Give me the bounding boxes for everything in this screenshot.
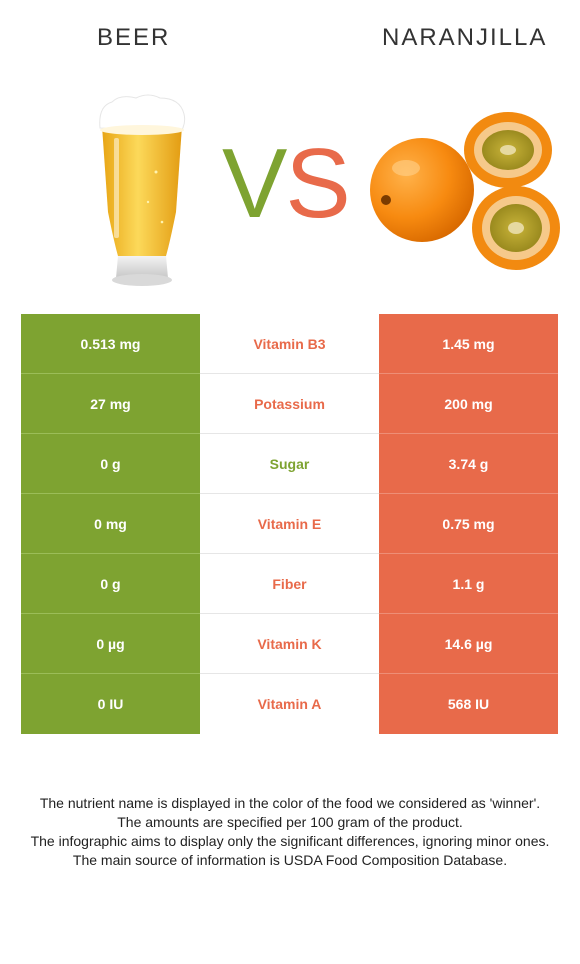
naranjilla-value: 14.6 µg: [379, 614, 558, 674]
nutrient-name: Potassium: [200, 374, 379, 434]
footnote: The amounts are specified per 100 gram o…: [117, 814, 463, 830]
naranjilla-value: 1.1 g: [379, 554, 558, 614]
naranjilla-image: [370, 112, 560, 270]
comparison-table: 0.513 mg Vitamin B3 1.45 mg 27 mg Potass…: [21, 314, 558, 734]
table-row: 0 g Fiber 1.1 g: [21, 554, 558, 614]
nutrient-name: Vitamin A: [200, 674, 379, 734]
nutrient-name: Vitamin E: [200, 494, 379, 554]
beer-value: 0 g: [21, 434, 200, 494]
table-row: 0 g Sugar 3.74 g: [21, 434, 558, 494]
nutrient-name: Fiber: [200, 554, 379, 614]
naranjilla-value: 3.74 g: [379, 434, 558, 494]
table-row: 0 IU Vitamin A 568 IU: [21, 674, 558, 734]
footnote: The nutrient name is displayed in the co…: [39, 795, 541, 811]
beer-value: 0 g: [21, 554, 200, 614]
nutrient-name: Vitamin B3: [200, 314, 379, 374]
nutrient-name: Vitamin K: [200, 614, 379, 674]
vs-label: VS: [222, 134, 351, 232]
table-row: 0 µg Vitamin K 14.6 µg: [21, 614, 558, 674]
beer-value: 0 IU: [21, 674, 200, 734]
table-row: 0.513 mg Vitamin B3 1.45 mg: [21, 314, 558, 374]
beer-value: 0 mg: [21, 494, 200, 554]
beer-value: 0 µg: [21, 614, 200, 674]
naranjilla-value: 1.45 mg: [379, 314, 558, 374]
naranjilla-value: 200 mg: [379, 374, 558, 434]
beer-glass-image: [99, 94, 186, 286]
beer-title: BEER: [97, 24, 171, 51]
beer-value: 0.513 mg: [21, 314, 200, 374]
footnotes: The nutrient name is displayed in the co…: [20, 794, 560, 870]
naranjilla-value: 0.75 mg: [379, 494, 558, 554]
naranjilla-value: 568 IU: [379, 674, 558, 734]
footnote: The infographic aims to display only the…: [30, 833, 550, 849]
naranjilla-title: NARANJILLA: [382, 24, 548, 51]
nutrient-name: Sugar: [200, 434, 379, 494]
vs-v: V: [222, 128, 287, 238]
vs-s: S: [285, 128, 350, 238]
beer-value: 27 mg: [21, 374, 200, 434]
table-row: 0 mg Vitamin E 0.75 mg: [21, 494, 558, 554]
footnote: The main source of information is USDA F…: [72, 852, 508, 868]
table-row: 27 mg Potassium 200 mg: [21, 374, 558, 434]
